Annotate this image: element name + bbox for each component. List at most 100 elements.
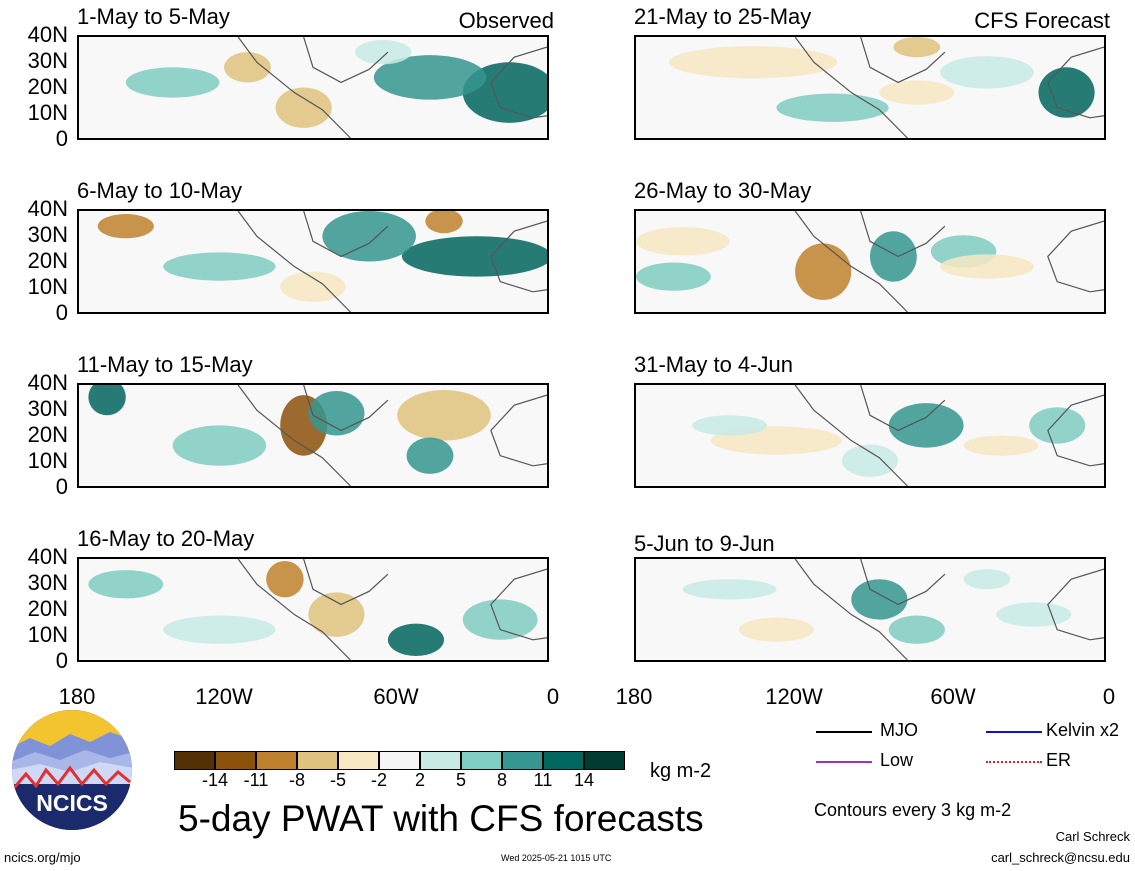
lat-label: 10N <box>27 448 68 473</box>
americas-coastline <box>794 37 946 138</box>
main-title: 5-day PWAT with CFS forecasts <box>178 798 704 839</box>
colorbar-tick-label: -11 <box>243 770 269 790</box>
americas-coastline <box>237 559 389 660</box>
colorbar-tick-label: 14 <box>573 770 595 790</box>
americas-coastline <box>237 385 389 486</box>
panel-title-8: 5-Jun to 9-Jun <box>634 531 775 556</box>
lat-label: 10N <box>27 100 68 125</box>
panel-title-4: 16-May to 20-May <box>77 526 255 551</box>
author-email[interactable]: carl_schreck@ncsu.edu <box>991 850 1130 865</box>
anomaly-shading <box>275 87 332 128</box>
americas-coastline <box>794 211 946 312</box>
map-panel-4 <box>77 557 549 662</box>
anomaly-shading <box>668 46 838 79</box>
americas-coastline <box>794 385 946 486</box>
anomaly-shading <box>224 52 271 83</box>
anomaly-shading <box>636 227 730 256</box>
anomaly-shading <box>172 425 267 466</box>
anomaly-shading <box>308 592 365 637</box>
colorbar-tick-label: 2 <box>414 770 425 790</box>
anomaly-shading <box>636 262 711 291</box>
anomaly-shading <box>888 403 964 448</box>
anomaly-shading <box>893 37 941 58</box>
map-panel-8 <box>634 557 1106 662</box>
map-panel-3 <box>77 383 549 488</box>
lat-label: 20N <box>27 596 68 621</box>
ncics-logo: NCICS <box>10 708 134 832</box>
colorbar-swatch <box>543 751 584 770</box>
colorbar-tick-label: -2 <box>370 770 387 790</box>
anomaly-shading <box>401 236 547 277</box>
anomaly-shading <box>851 579 908 620</box>
anomaly-shading <box>870 231 917 282</box>
panel-title-6: 26-May to 30-May <box>634 178 812 203</box>
africa-coastline <box>1047 568 1104 641</box>
lat-label: 40N <box>27 196 68 221</box>
africa-coastline <box>490 46 547 119</box>
americas-coastline <box>237 211 389 312</box>
anomaly-shading <box>125 67 220 98</box>
africa-coastline <box>1047 46 1104 119</box>
panel-title-3: 11-May to 15-May <box>77 352 253 377</box>
anomaly-shading <box>163 252 276 281</box>
anomaly-shading <box>940 56 1034 89</box>
colorbar-swatch <box>584 751 625 770</box>
lat-label: 30N <box>27 48 68 73</box>
legend-er-line <box>986 761 1042 763</box>
anomaly-shading <box>88 570 164 599</box>
africa-coastline <box>1047 394 1104 467</box>
cfs-forecast-label: CFS Forecast <box>974 8 1110 33</box>
lon-label-60w-right: 60W <box>930 684 976 709</box>
anomaly-shading <box>462 599 538 640</box>
website-link[interactable]: ncics.org/mjo <box>4 850 81 865</box>
lat-label: 20N <box>27 248 68 273</box>
anomaly-shading <box>266 561 304 598</box>
colorbar-swatch <box>338 751 379 770</box>
lon-label-120w-right: 120W <box>765 684 823 709</box>
anomaly-shading <box>776 93 889 122</box>
colorbar-tick-label: 8 <box>496 770 507 790</box>
lon-label-0-right: 0 <box>1102 684 1116 709</box>
anomaly-shading <box>692 415 768 436</box>
lat-label: 40N <box>27 22 68 47</box>
anomaly-shading <box>97 214 154 239</box>
legend-kelvin-label: Kelvin x2 <box>1046 720 1120 740</box>
lon-label-0-left: 0 <box>546 684 560 709</box>
lat-label: 40N <box>27 544 68 569</box>
logo-text: NCICS <box>36 790 108 816</box>
anomaly-shading <box>397 390 491 441</box>
legend-er-label: ER <box>1046 750 1072 770</box>
map-panel-6 <box>634 209 1106 314</box>
map-panel-7 <box>634 383 1106 488</box>
anomaly-shading <box>308 391 365 436</box>
lon-label-180-left: 180 <box>58 684 96 709</box>
lon-label-180-right: 180 <box>615 684 653 709</box>
lon-label-60w-left: 60W <box>373 684 419 709</box>
lat-label: 0 <box>55 126 68 151</box>
lat-label: 10N <box>27 622 68 647</box>
author-name: Carl Schreck <box>1055 829 1130 844</box>
anomaly-shading <box>738 617 814 642</box>
lat-label: 10N <box>27 274 68 299</box>
anomaly-shading <box>88 385 126 416</box>
colorbar-swatch <box>420 751 461 770</box>
anomaly-shading <box>963 435 1039 456</box>
africa-coastline <box>490 220 547 293</box>
legend-mjo-label: MJO <box>880 720 918 740</box>
lon-label-120w-left: 120W <box>195 684 253 709</box>
colorbar-units: kg m-2 <box>650 760 712 782</box>
legend-mjo-line <box>816 731 872 733</box>
anomaly-shading <box>1029 407 1086 444</box>
panel-title-5: 21-May to 25-May <box>634 4 812 29</box>
colorbar-swatch <box>215 751 256 770</box>
colorbar-swatch <box>379 751 420 770</box>
colorbar-tick-label: 11 <box>533 770 553 790</box>
lat-label: 20N <box>27 74 68 99</box>
map-panel-1 <box>77 35 549 140</box>
legend-kelvin-line <box>986 731 1042 733</box>
anomaly-shading <box>879 80 955 105</box>
anomaly-shading <box>406 437 454 474</box>
anomaly-shading <box>940 254 1034 279</box>
colorbar-tick-label: 5 <box>455 770 466 790</box>
lat-label: 20N <box>27 422 68 447</box>
